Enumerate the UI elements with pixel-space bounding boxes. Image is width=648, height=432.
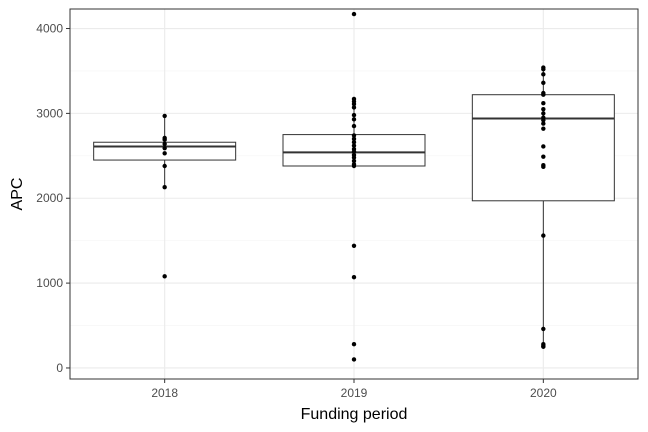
data-point	[541, 72, 546, 77]
data-point	[351, 274, 357, 280]
data-point	[351, 117, 357, 122]
data-point	[351, 136, 357, 142]
y-tick-label: 4000	[36, 22, 63, 36]
data-point	[351, 163, 357, 169]
data-point	[162, 274, 167, 279]
data-point	[162, 163, 167, 169]
data-point	[351, 143, 357, 148]
data-point	[541, 117, 546, 123]
data-point	[162, 137, 167, 142]
data-point	[541, 326, 546, 332]
x-tick-label: 2018	[151, 386, 178, 400]
data-point	[541, 80, 546, 86]
data-point	[351, 140, 357, 145]
data-point	[351, 101, 357, 107]
data-point	[541, 106, 546, 112]
x-axis-title: Funding period	[301, 406, 408, 423]
data-point	[351, 123, 357, 129]
data-point	[351, 158, 357, 164]
data-point	[541, 121, 546, 126]
data-point	[162, 145, 167, 151]
data-point	[541, 67, 546, 72]
data-point	[541, 233, 546, 238]
y-tick-label: 1000	[36, 276, 63, 290]
data-point	[162, 113, 167, 119]
data-point	[541, 144, 546, 149]
data-point	[351, 243, 357, 248]
data-point	[162, 151, 167, 156]
data-point	[351, 112, 357, 118]
data-point	[351, 105, 357, 110]
x-tick-label: 2019	[341, 386, 368, 400]
data-point	[541, 92, 546, 97]
data-point	[541, 111, 546, 116]
y-tick-label: 0	[56, 361, 63, 375]
data-points	[162, 11, 546, 362]
data-point	[351, 133, 357, 138]
data-point	[351, 342, 357, 347]
data-point	[162, 141, 167, 147]
data-point	[541, 100, 546, 106]
data-point	[541, 344, 546, 349]
data-point	[541, 126, 546, 131]
y-axis: 0 1000 2000 3000 4000	[36, 22, 70, 375]
data-point	[541, 164, 546, 170]
y-tick-label: 2000	[36, 191, 63, 205]
data-point	[541, 154, 546, 159]
data-point	[351, 357, 357, 362]
data-point	[351, 149, 357, 154]
x-tick-label: 2020	[530, 386, 557, 400]
data-point	[351, 155, 357, 160]
y-axis-title: APC	[9, 178, 26, 211]
x-axis: 2018 2019 2020	[151, 379, 557, 400]
y-tick-label: 3000	[36, 106, 63, 120]
data-point	[162, 185, 167, 190]
data-point	[351, 11, 357, 17]
